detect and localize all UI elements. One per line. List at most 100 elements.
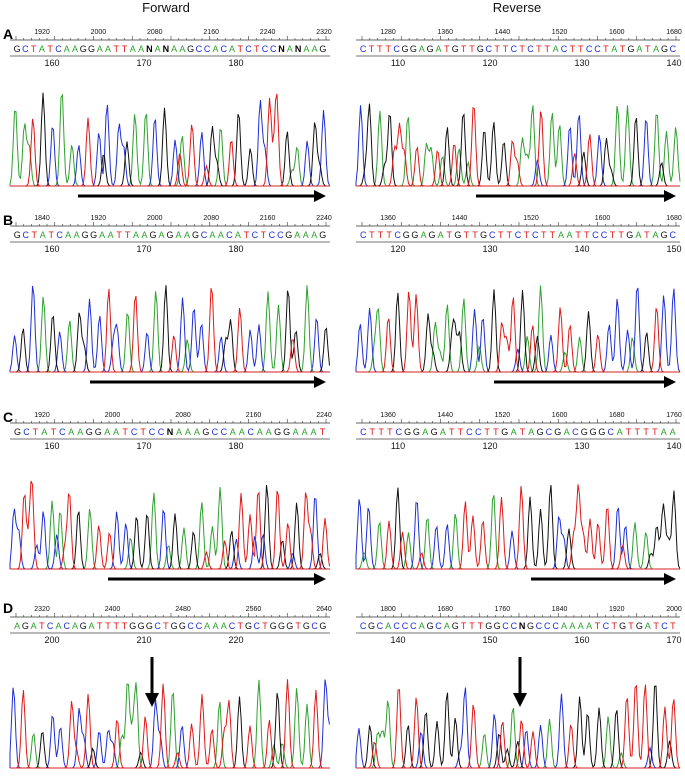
base-letter: C bbox=[396, 427, 403, 437]
base-letter: A bbox=[567, 230, 573, 240]
trace-T bbox=[356, 291, 680, 373]
base-letter: G bbox=[179, 621, 186, 631]
base-letter: A bbox=[138, 44, 144, 54]
base-letter: G bbox=[590, 427, 597, 437]
base-letter: G bbox=[494, 621, 501, 631]
base-letter: T bbox=[386, 230, 392, 240]
base-letter: A bbox=[55, 621, 61, 631]
forward-column-header: Forward bbox=[142, 0, 190, 15]
base-letter: C bbox=[592, 230, 599, 240]
base-letter: C bbox=[532, 230, 539, 240]
base-letter: T bbox=[105, 621, 111, 631]
base-letter: G bbox=[404, 427, 411, 437]
ruler-tick-label: 1920 bbox=[609, 606, 625, 613]
base-letter: A bbox=[179, 44, 185, 54]
base-letter: A bbox=[611, 44, 617, 54]
base-letter: C bbox=[489, 230, 496, 240]
trace-G bbox=[10, 693, 330, 769]
base-letter: C bbox=[572, 427, 579, 437]
base-letter: A bbox=[586, 621, 592, 631]
base-letter: C bbox=[511, 621, 518, 631]
trace-A bbox=[356, 495, 680, 570]
position-label: 160 bbox=[44, 58, 59, 68]
base-letter: T bbox=[595, 621, 601, 631]
base-letter: G bbox=[14, 230, 21, 240]
ruler-tick-label: 1360 bbox=[380, 412, 396, 419]
base-letter: T bbox=[643, 427, 649, 437]
ruler-tick-label: 1520 bbox=[552, 29, 568, 36]
base-letter: G bbox=[480, 230, 487, 240]
ruler-tick-label: 1920 bbox=[34, 412, 50, 419]
base-letter: G bbox=[319, 230, 326, 240]
direction-arrow-head bbox=[314, 376, 326, 388]
base-letter: A bbox=[99, 230, 105, 240]
base-letter: A bbox=[64, 44, 70, 54]
base-letter: G bbox=[166, 230, 173, 240]
base-letter: C bbox=[586, 44, 593, 54]
trace-A bbox=[356, 285, 680, 373]
base-letter: T bbox=[47, 44, 53, 54]
direction-arrow-head bbox=[664, 573, 676, 585]
base-letter: G bbox=[431, 427, 438, 437]
position-label: 170 bbox=[136, 244, 151, 254]
base-letter: C bbox=[22, 44, 29, 54]
position-label: 150 bbox=[666, 244, 681, 254]
base-letter: A bbox=[257, 427, 263, 437]
position-label: 130 bbox=[574, 58, 589, 68]
base-letter: A bbox=[31, 621, 37, 631]
base-letter: A bbox=[155, 44, 161, 54]
base-letter: T bbox=[464, 230, 470, 240]
base-letter: T bbox=[635, 427, 641, 437]
base-letter: T bbox=[461, 621, 467, 631]
direction-arrow-head bbox=[664, 376, 676, 388]
ruler-tick-label: 1840 bbox=[34, 215, 50, 222]
base-letter: A bbox=[218, 230, 224, 240]
base-letter: G bbox=[283, 427, 290, 437]
base-letter: C bbox=[594, 44, 601, 54]
base-letter: C bbox=[311, 621, 318, 631]
base-letter: A bbox=[558, 230, 564, 240]
base-letter: T bbox=[31, 44, 37, 54]
base-letter: G bbox=[270, 621, 277, 631]
base-letter: C bbox=[527, 44, 534, 54]
base-letter: G bbox=[14, 44, 21, 54]
base-letter: A bbox=[653, 44, 659, 54]
base-letter: A bbox=[440, 427, 446, 437]
ruler-tick-label: 2480 bbox=[175, 606, 191, 613]
position-label: 110 bbox=[391, 441, 405, 451]
base-letter: A bbox=[235, 230, 241, 240]
base-letter: C bbox=[435, 621, 442, 631]
base-letter: C bbox=[536, 621, 543, 631]
position-label: 130 bbox=[482, 244, 497, 254]
ruler-tick-label: 2560 bbox=[246, 606, 262, 613]
base-letter: C bbox=[515, 230, 522, 240]
base-letter: A bbox=[303, 44, 309, 54]
base-letter: C bbox=[360, 427, 367, 437]
base-letter: C bbox=[262, 44, 269, 54]
base-letter: A bbox=[444, 621, 450, 631]
base-letter: G bbox=[192, 230, 199, 240]
base-letter: T bbox=[386, 44, 392, 54]
base-letter: A bbox=[39, 44, 45, 54]
trace-T bbox=[10, 480, 330, 570]
base-letter: C bbox=[544, 621, 551, 631]
base-letter: G bbox=[368, 621, 375, 631]
base-letter: C bbox=[63, 621, 70, 631]
base-letter: T bbox=[472, 230, 478, 240]
base-letter: T bbox=[494, 44, 500, 54]
base-letter: T bbox=[261, 230, 267, 240]
base-letter: A bbox=[194, 427, 200, 437]
base-letter: C bbox=[608, 427, 615, 437]
ruler-tick-label: 2240 bbox=[316, 215, 332, 222]
ruler-tick-label: 1920 bbox=[34, 29, 50, 36]
base-letter: C bbox=[59, 427, 66, 437]
base-letter: N bbox=[278, 44, 285, 54]
base-letter: G bbox=[245, 621, 252, 631]
ruler-tick-label: 1680 bbox=[666, 29, 682, 36]
base-letter: A bbox=[184, 230, 190, 240]
base-letter: G bbox=[477, 44, 484, 54]
ruler-tick-label: 2000 bbox=[666, 606, 682, 613]
base-letter: A bbox=[311, 230, 317, 240]
base-letter: A bbox=[212, 621, 218, 631]
base-letter: C bbox=[360, 621, 367, 631]
